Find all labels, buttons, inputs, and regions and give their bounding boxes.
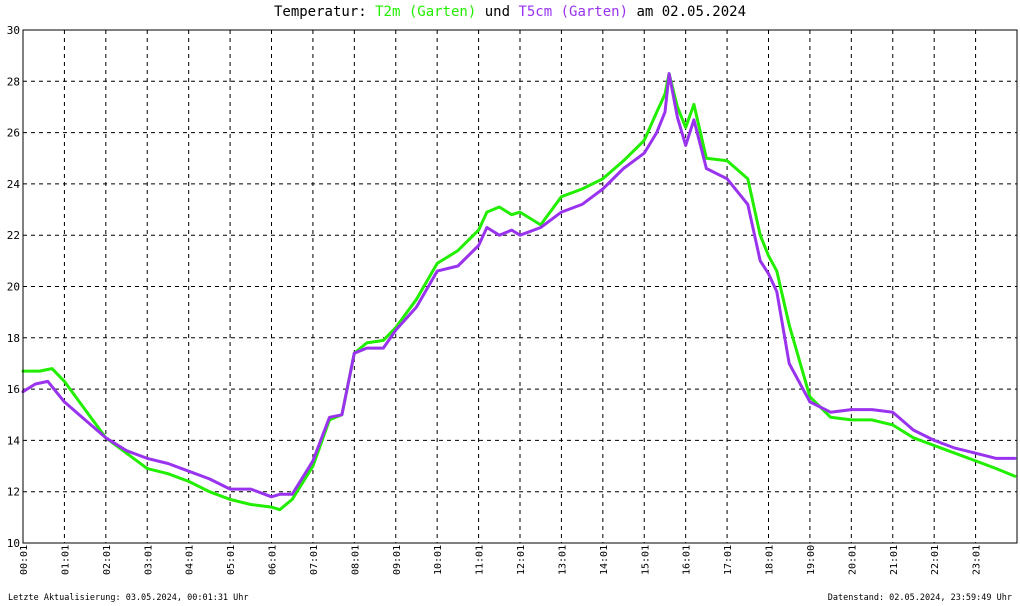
- x-tick-label: 21:01: [889, 545, 900, 575]
- x-tick-label: 22:01: [930, 545, 941, 575]
- x-tick-label: 17:01: [723, 545, 734, 575]
- title-series-t2m: T2m (Garten): [375, 4, 477, 20]
- series-layer: [21, 72, 1017, 512]
- y-tick-label: 16: [7, 383, 20, 396]
- series-line-t5cm: [21, 72, 1017, 499]
- title-prefix: Temperatur:: [273, 4, 376, 20]
- chart-title: Temperatur: T2m (Garten) und T5cm (Garte…: [0, 4, 1020, 20]
- x-tick-label: 13:01: [557, 545, 568, 575]
- y-tick-label: 10: [7, 537, 20, 550]
- plot-frame: [22, 29, 1018, 544]
- y-tick-label: 14: [7, 434, 21, 447]
- x-tick-label: 01:01: [60, 545, 71, 575]
- x-tick-label: 19:00: [806, 545, 817, 575]
- x-tick-label: 15:01: [640, 545, 651, 575]
- x-tick-label: 07:01: [309, 545, 320, 575]
- x-tick-label: 03:01: [143, 545, 154, 575]
- last-update-text: Letzte Aktualisierung: 03.05.2024, 00:01…: [8, 593, 249, 603]
- x-tick-label: 14:01: [599, 545, 610, 575]
- x-tick-label: 10:01: [433, 545, 444, 575]
- series-line-t2m: [21, 72, 1017, 512]
- x-tick-label: 20:01: [847, 545, 858, 575]
- y-tick-label: 20: [7, 281, 20, 294]
- y-tick-label: 26: [7, 127, 20, 140]
- x-tick-label: 06:01: [268, 545, 279, 575]
- y-tick-label: 22: [7, 229, 20, 242]
- x-tick-label: 05:01: [226, 545, 237, 575]
- x-tick-label: 18:01: [765, 545, 776, 575]
- title-series-t5cm: T5cm (Garten): [518, 4, 629, 20]
- title-connector: und: [476, 4, 519, 20]
- x-tick-label: 09:01: [392, 545, 403, 575]
- y-tick-label: 28: [7, 75, 20, 88]
- x-axis-ticks: 00:01 01:01 02:01 03:01 04:01 05:01 06:01 07:01…: [19, 545, 983, 575]
- x-tick-label: 16:01: [682, 545, 693, 575]
- y-tick-label: 30: [7, 24, 20, 37]
- y-tick-label: 12: [7, 486, 20, 499]
- y-axis-ticks: 10 12 14 16 18 20 22 24 26 28 30: [7, 24, 21, 550]
- x-tick-label: 08:01: [350, 545, 361, 575]
- x-tick-label: 23:01: [972, 545, 983, 575]
- x-tick-label: 12:01: [516, 545, 527, 575]
- x-tick-label: 11:01: [475, 545, 486, 575]
- grid: [23, 30, 1017, 543]
- x-tick-label: 04:01: [185, 545, 196, 575]
- x-tick-label: 00:01: [19, 545, 30, 575]
- y-tick-label: 24: [7, 178, 21, 191]
- title-suffix: am 02.05.2024: [628, 4, 747, 20]
- x-tick-label: 02:01: [102, 545, 113, 575]
- y-tick-label: 18: [7, 332, 20, 345]
- data-status-text: Datenstand: 02.05.2024, 23:59:49 Uhr: [827, 593, 1012, 603]
